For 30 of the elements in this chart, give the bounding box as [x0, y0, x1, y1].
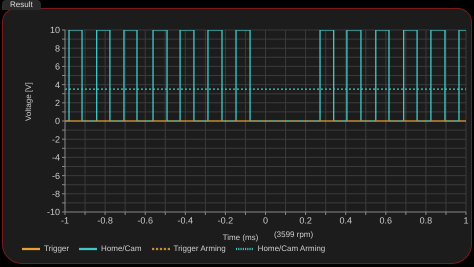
legend-label: Trigger [44, 244, 70, 254]
x-tick-label: 0.6 [380, 215, 392, 226]
x-tick-label: -1 [60, 215, 70, 226]
legend-label: Home/Cam [101, 244, 142, 254]
y-tick-label: -6 [52, 170, 60, 181]
x-tick-label: -0.2 [218, 215, 234, 226]
y-tick-label: 0 [54, 116, 60, 126]
text: (3599 rpm) [274, 230, 314, 239]
x-tick-label: 0.8 [420, 215, 432, 226]
x-tick-label: -0.6 [137, 215, 153, 226]
y-tick-label: 6 [54, 62, 60, 72]
y-tick-label: 2 [54, 98, 60, 108]
x-axis-title: Time (ms) [222, 233, 259, 242]
x-tick-label: 0 [262, 215, 268, 226]
y-tick-label: -8 [52, 188, 60, 199]
legend-label: Trigger Arming [174, 244, 226, 254]
y-tick-label: -4 [52, 152, 60, 163]
chart-title: Result [2, 0, 41, 10]
x-tick-label: 0.4 [339, 215, 352, 226]
y-tick-label: -10 [46, 207, 60, 218]
y-tick-label: 4 [54, 80, 60, 90]
y-tick-label: 10 [50, 25, 60, 36]
legend-label: Home/Cam Arming [258, 244, 326, 254]
y-axis-title: Voltage [V] [24, 82, 33, 121]
x-tick-label: 1 [463, 215, 469, 226]
x-tick-label: -0.4 [178, 215, 194, 226]
x-tick-label: -0.8 [97, 215, 113, 226]
y-tick-label: 8 [54, 43, 60, 54]
y-tick-label: -2 [52, 134, 60, 144]
x-tick-label: 0.2 [299, 215, 312, 226]
